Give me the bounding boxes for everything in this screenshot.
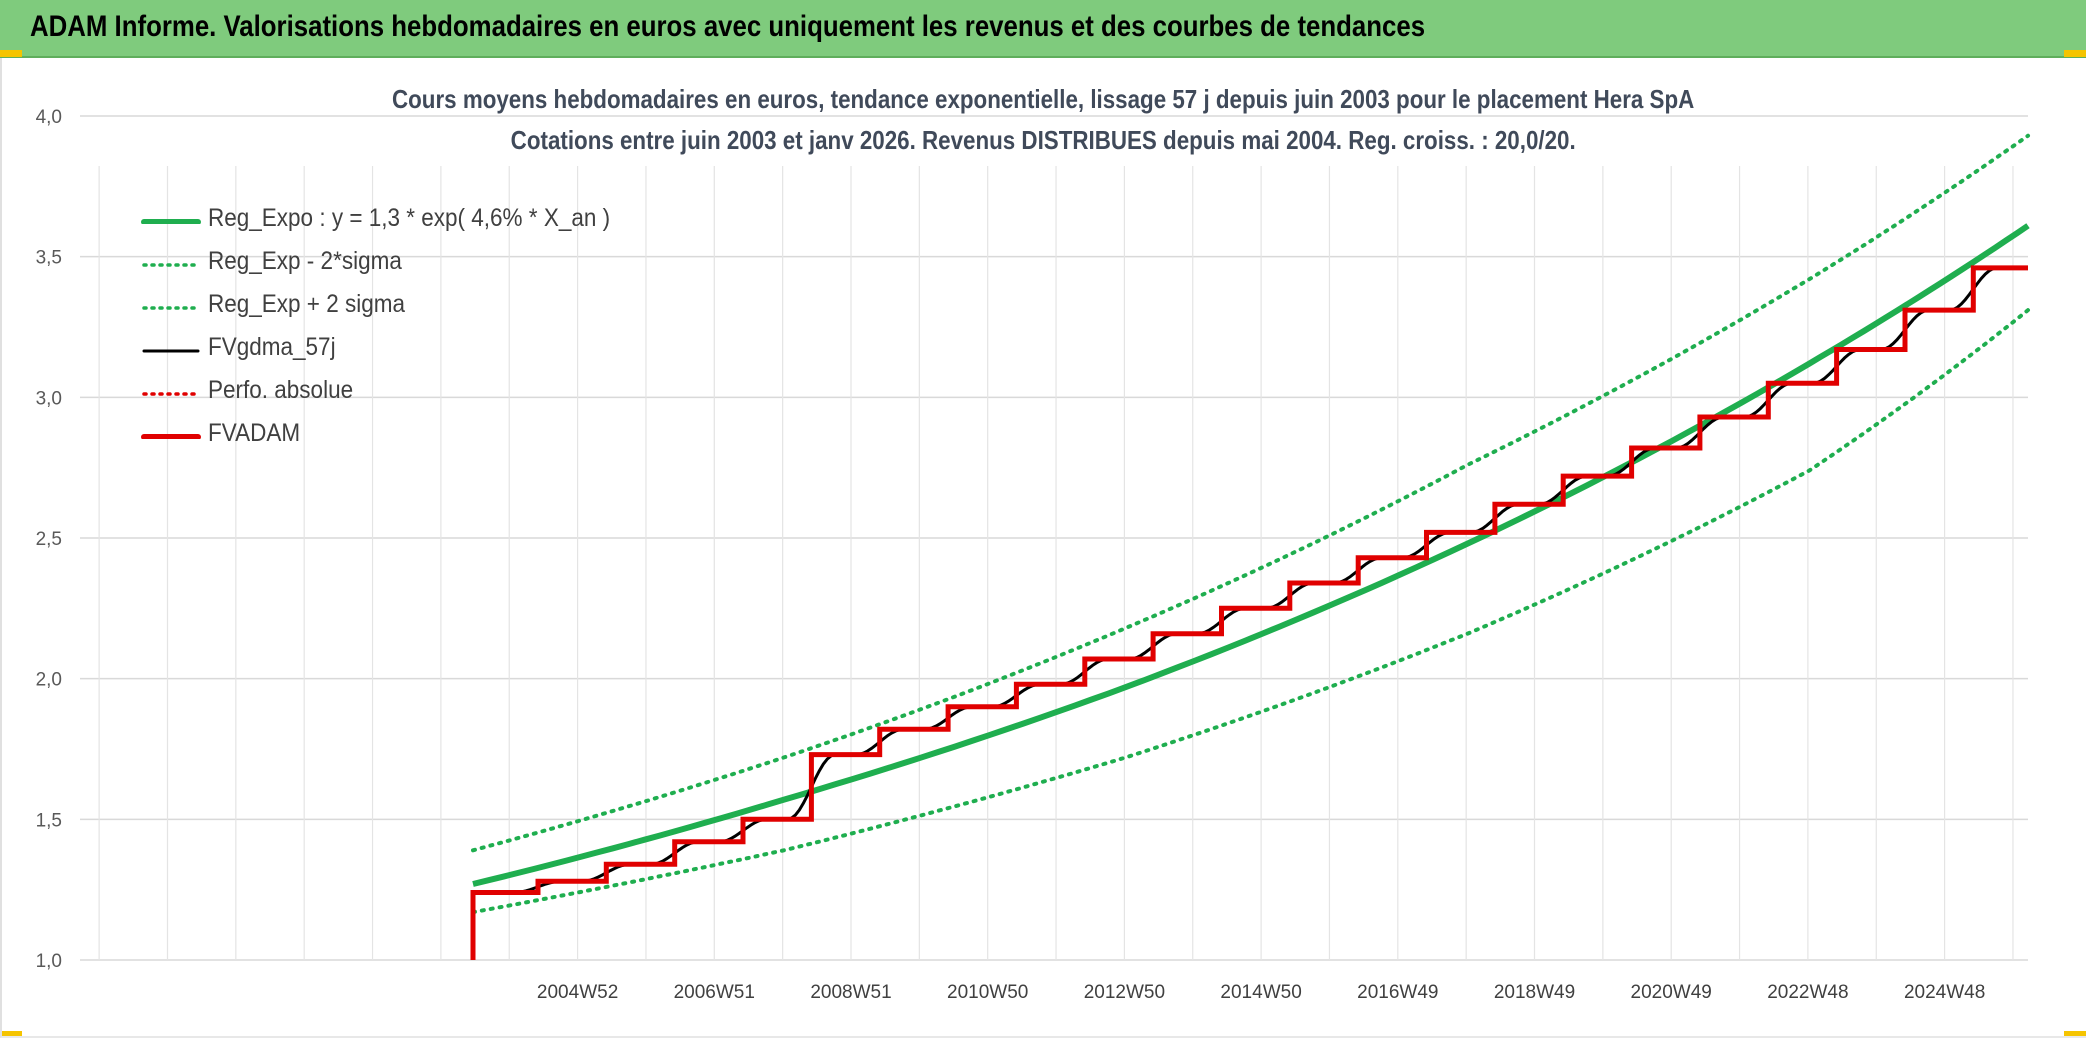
- series-reg-exp-minus-2sigma: [471, 308, 2030, 915]
- legend-item: Perfo. absolue: [140, 372, 740, 415]
- legend-swatch: [142, 349, 200, 353]
- y-tick-label: 3,0: [36, 388, 62, 409]
- legend-swatch: [141, 434, 201, 439]
- x-tick-label: 2010W50: [947, 982, 1028, 1003]
- legend-item: Reg_Expo : y = 1,3 * exp( 4,6% * X_an ): [140, 200, 740, 243]
- chart-frame: [0, 58, 2086, 1038]
- legend-label: FVADAM: [208, 419, 301, 447]
- legend-swatch: [141, 219, 201, 224]
- series-fvadam: [470, 265, 2028, 960]
- x-tick-label: 2012W50: [1084, 982, 1165, 1003]
- legend-label: Reg_Expo : y = 1,3 * exp( 4,6% * X_an ): [208, 204, 611, 232]
- legend-label: Reg_Exp - 2*sigma: [208, 247, 402, 275]
- y-tick-label: 1,0: [36, 951, 62, 972]
- x-tick-label: 2024W48: [1904, 982, 1985, 1003]
- chart-title-line1: Cours moyens hebdomadaires en euros, ten…: [391, 84, 1695, 114]
- x-tick-label: 2016W49: [1357, 982, 1438, 1003]
- x-tick-label: 2008W51: [810, 982, 891, 1003]
- series-reg-expo: [472, 223, 2030, 887]
- legend-swatch: [142, 263, 200, 267]
- header-banner: ADAM Informe. Valorisations hebdomadaire…: [0, 0, 2086, 58]
- gridlines: [80, 115, 2028, 961]
- legend-swatch: [142, 392, 200, 396]
- legend-label: Perfo. absolue: [208, 376, 354, 404]
- chart-title-line2: Cotations entre juin 2003 et janv 2026. …: [510, 125, 1576, 155]
- report-title: ADAM Informe. Valorisations hebdomadaire…: [30, 10, 1426, 43]
- chart-legend: Reg_Expo : y = 1,3 * exp( 4,6% * X_an ) R…: [140, 200, 740, 458]
- y-tick-label: 2,5: [36, 529, 62, 550]
- y-tick-label: 1,5: [36, 810, 62, 831]
- corner-marker: [2064, 1031, 2086, 1038]
- legend-item: Reg_Exp - 2*sigma: [140, 243, 740, 286]
- corner-marker: [0, 1031, 22, 1038]
- legend-item: Reg_Exp + 2 sigma: [140, 286, 740, 329]
- series-layer: [470, 133, 2030, 960]
- x-tick-label: 2022W48: [1767, 982, 1848, 1003]
- legend-swatch: [142, 306, 200, 310]
- legend-label: Reg_Exp + 2 sigma: [208, 290, 405, 318]
- series-reg-exp-plus-2sigma: [471, 133, 2030, 853]
- corner-marker: [0, 50, 22, 57]
- legend-item: FVADAM: [140, 415, 740, 458]
- x-tick-label: 2006W51: [674, 982, 755, 1003]
- y-tick-label: 4,0: [36, 107, 62, 128]
- x-tick-label: 2018W49: [1494, 982, 1575, 1003]
- y-tick-label: 3,5: [36, 248, 62, 269]
- legend-item: FVgdma_57j: [140, 329, 740, 372]
- corner-marker: [2064, 50, 2086, 57]
- x-tick-label: 2004W52: [537, 982, 618, 1003]
- legend-label: FVgdma_57j: [208, 333, 336, 361]
- x-tick-label: 2020W49: [1631, 982, 1712, 1003]
- y-tick-label: 2,0: [36, 670, 62, 691]
- axis-labels: 1,0 1,5 2,0 2,5 3,0 3,5 4,0 2004W52 2006W51 2008W…: [36, 107, 1986, 1003]
- x-tick-label: 2014W50: [1220, 982, 1301, 1003]
